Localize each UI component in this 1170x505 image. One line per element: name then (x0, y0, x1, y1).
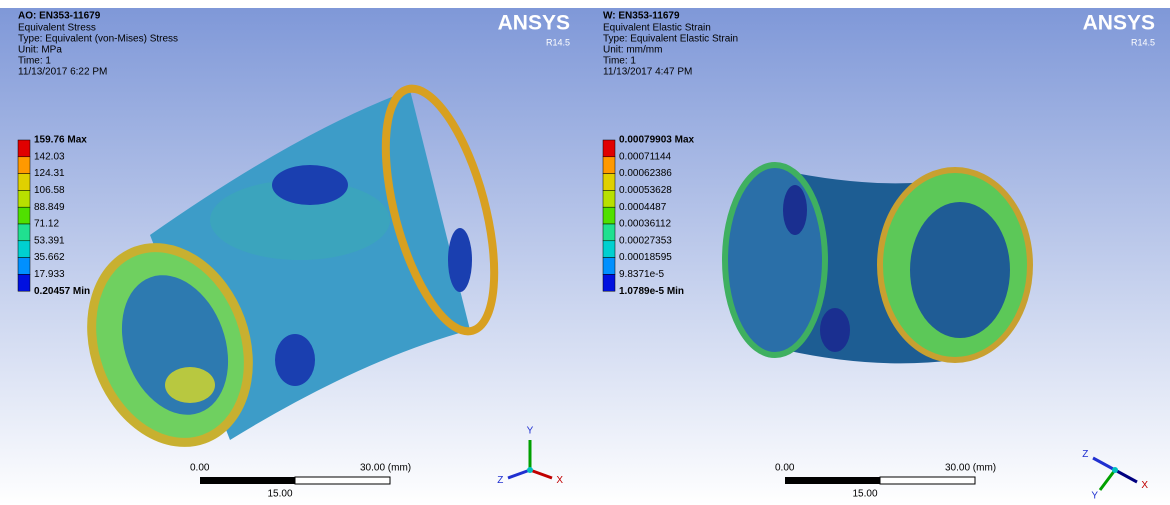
scale-mid: 15.00 (852, 489, 877, 500)
legend-swatch (18, 190, 30, 207)
legend-swatch (18, 258, 30, 275)
legend-label: 0.00062386 (619, 168, 672, 179)
result-info: 11/13/2017 6:22 PM (18, 67, 107, 78)
legend-label: 1.0789e-5 Min (619, 286, 684, 297)
result-info: Unit: mm/mm (603, 45, 662, 56)
ansys-logo: ANSYS (498, 12, 570, 35)
result-info: Equivalent Stress (18, 23, 96, 34)
result-title: AO: EN353-11679 (18, 11, 101, 22)
pipe-model (725, 165, 1030, 363)
legend-swatch (603, 157, 615, 174)
legend-swatch (603, 224, 615, 241)
legend-swatch (18, 157, 30, 174)
scale-bar-black (200, 477, 295, 484)
legend-swatch (18, 274, 30, 291)
scale-end: 30.00 (mm) (945, 463, 996, 474)
scale-end: 30.00 (mm) (360, 463, 411, 474)
legend-swatch (18, 140, 30, 157)
legend-swatch (603, 207, 615, 224)
scale-start: 0.00 (775, 463, 795, 474)
legend-swatch (603, 258, 615, 275)
legend-label: 124.31 (34, 168, 65, 179)
triad-label: Y (527, 426, 534, 437)
triad-origin (1112, 467, 1118, 473)
scale-bar-white (295, 477, 390, 484)
legend-swatch (18, 241, 30, 258)
legend-label: 35.662 (34, 252, 65, 263)
scale-bar-black (785, 477, 880, 484)
scale-start: 0.00 (190, 463, 210, 474)
screenshot: AO: EN353-11679Equivalent StressType: Eq… (0, 0, 1170, 505)
scale-mid: 15.00 (267, 489, 292, 500)
legend-label: 0.00071144 (619, 151, 672, 162)
legend-label: 0.00018595 (619, 252, 672, 263)
result-info: Equivalent Elastic Strain (603, 23, 711, 34)
result-info: Type: Equivalent Elastic Strain (603, 34, 738, 45)
legend-swatch (603, 174, 615, 191)
legend-label: 142.03 (34, 151, 65, 162)
legend-label: 0.00027353 (619, 235, 672, 246)
triad-label: Z (1082, 449, 1088, 460)
triad-label: X (1141, 480, 1148, 491)
result-title: W: EN353-11679 (603, 11, 680, 22)
legend-swatch (18, 207, 30, 224)
triad-origin (527, 467, 533, 473)
legend-label: 0.0004487 (619, 202, 667, 213)
triad-label: Z (497, 475, 503, 486)
legend-label: 88.849 (34, 202, 65, 213)
result-info: Type: Equivalent (von-Mises) Stress (18, 34, 178, 45)
legend-label: 159.76 Max (34, 135, 87, 146)
result-info: 11/13/2017 4:47 PM (603, 67, 692, 78)
legend-label: 0.20457 Min (34, 286, 90, 297)
legend-label: 71.12 (34, 219, 59, 230)
legend-swatch (603, 274, 615, 291)
legend-label: 106.58 (34, 185, 65, 196)
result-info: Unit: MPa (18, 45, 62, 56)
ansys-logo: ANSYS (1083, 12, 1155, 35)
legend-label: 0.00036112 (619, 219, 672, 230)
legend-label: 17.933 (34, 269, 65, 280)
legend-swatch (603, 190, 615, 207)
legend-label: 9.8371e-5 (619, 269, 664, 280)
legend-swatch (18, 224, 30, 241)
result-info: Time: 1 (603, 56, 636, 67)
version: R14.5 (546, 37, 570, 47)
legend-swatch (18, 174, 30, 191)
version: R14.5 (1131, 37, 1155, 47)
legend-label: 53.391 (34, 235, 65, 246)
legend-label: 0.00053628 (619, 185, 672, 196)
triad-label: X (556, 475, 563, 486)
legend-swatch (603, 140, 615, 157)
legend-label: 0.00079903 Max (619, 135, 695, 146)
scale-bar-white (880, 477, 975, 484)
legend-swatch (603, 241, 615, 258)
triad-label: Y (1091, 491, 1098, 502)
result-info: Time: 1 (18, 56, 51, 67)
